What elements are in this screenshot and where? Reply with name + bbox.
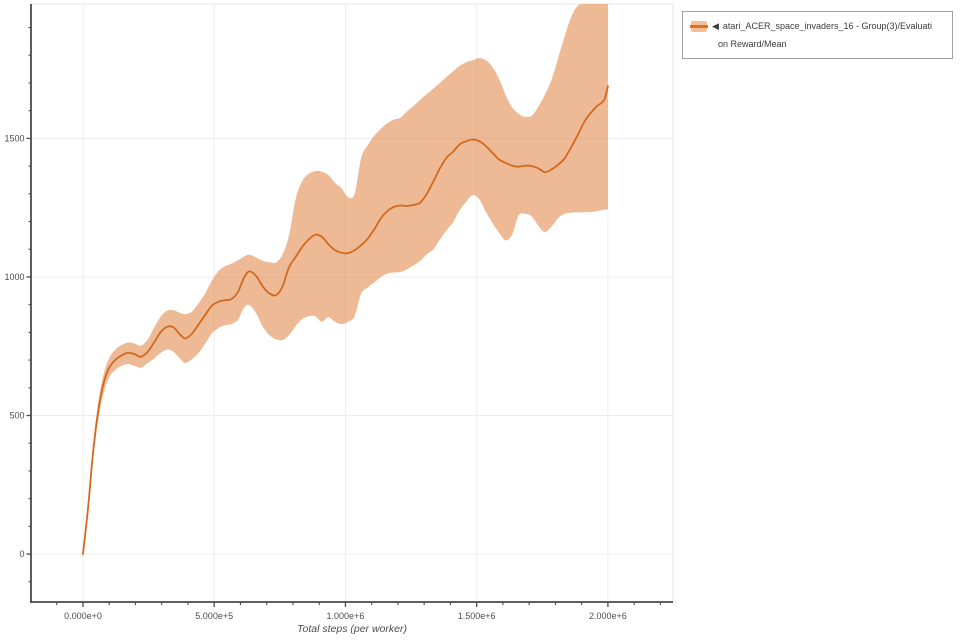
legend-entry[interactable]: ◀ atari_ACER_space_invaders_16 - Group(3… [690,17,944,35]
y-tick-label: 0 [19,549,24,559]
x-tick-label: 0.000e+0 [64,611,102,621]
x-tick-label: 5.000e+5 [195,611,233,621]
x-tick-label: 1.500e+6 [458,611,496,621]
y-tick-label: 1500 [4,133,24,143]
collapse-triangle-icon[interactable]: ◀ [712,21,719,31]
legend-label-line1: atari_ACER_space_invaders_16 - Group(3)/… [722,21,933,31]
y-tick-label: 500 [9,411,24,421]
confidence-band [83,4,608,555]
x-tick-label: 1.000e+6 [327,611,365,621]
mean-line [82,85,609,555]
legend-series-swatch[interactable] [690,20,708,32]
legend-label-line2: on Reward/Mean [718,39,787,49]
x-tick-label: 2.000e+6 [589,611,627,621]
x-axis-title: Total steps (per worker) [297,623,407,635]
y-tick-label: 1000 [4,272,24,282]
legend-swatch-line [690,24,708,28]
legend: ◀ atari_ACER_space_invaders_16 - Group(3… [682,11,953,59]
